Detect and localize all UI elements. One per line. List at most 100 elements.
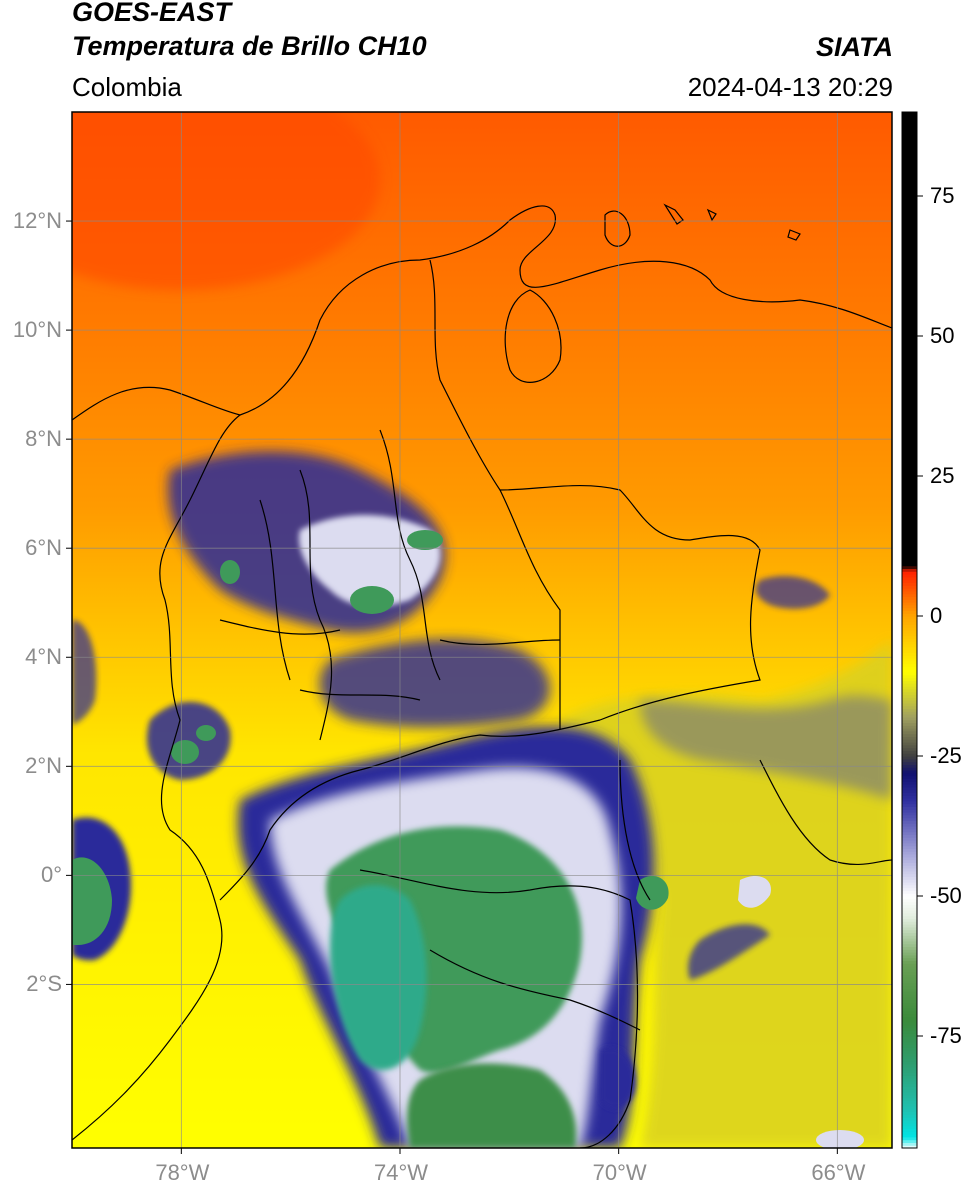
lat-label: 4°N: [25, 644, 62, 670]
colorbar-label: 50: [930, 323, 955, 348]
colorbar-segment: [902, 938, 917, 942]
colorbar-segment: [902, 831, 917, 835]
colorbar-segment: [902, 490, 917, 494]
colorbar-segment: [902, 518, 917, 522]
colorbar-segment: [902, 1024, 917, 1029]
colorbar-segment: [902, 562, 917, 567]
colorbar-segment: [902, 319, 917, 323]
colorbar-segment: [902, 310, 917, 315]
colorbar-segment: [902, 428, 917, 432]
colorbar-segment: [902, 688, 917, 693]
colorbar-segment: [902, 338, 917, 343]
colorbar-segment: [902, 943, 917, 947]
colorbar-segment: [902, 434, 917, 438]
colorbar-segment: [902, 417, 917, 421]
colorbar-segment: [902, 154, 917, 158]
colorbar-segment: [902, 501, 917, 505]
colorbar-segment: [902, 747, 917, 751]
colorbar-segment: [902, 921, 917, 925]
colorbar-segment: [902, 235, 917, 239]
colorbar-segment: [902, 574, 917, 578]
colorbar-segment: [902, 1080, 917, 1085]
colorbar-segment: [902, 641, 917, 645]
colorbar-segment: [902, 187, 917, 191]
colorbar-segment: [902, 1010, 917, 1015]
colorbar-segment: [902, 313, 917, 317]
colorbar-segment: [902, 207, 917, 211]
colorbar-segment: [902, 795, 917, 799]
colorbar-segment: [902, 333, 917, 337]
coldest-core: [330, 885, 427, 1070]
colorbar-segment: [902, 932, 917, 936]
colorbar-segment: [902, 1030, 917, 1034]
colorbar-segment: [902, 590, 917, 595]
colorbar-segment: [902, 954, 917, 959]
colorbar-segment: [902, 966, 917, 970]
colorbar-segment: [902, 646, 917, 651]
colorbar-segment: [902, 817, 917, 821]
colorbar-segment: [902, 1131, 917, 1135]
colorbar-segment: [902, 1094, 917, 1099]
colorbar-segment: [902, 1066, 917, 1071]
colorbar-segment: [902, 582, 917, 586]
colorbar-segment: [902, 176, 917, 180]
colorbar-segment: [902, 529, 917, 533]
colorbar-segment: [902, 1111, 917, 1115]
colorbar-frame: [901, 111, 918, 1149]
colorbar-segment: [902, 347, 917, 351]
colorbar-segment: [902, 305, 917, 309]
colorbar-label: 25: [930, 463, 955, 488]
lat-label: 2°S: [26, 971, 62, 997]
colorbar-segment: [902, 453, 917, 457]
colorbar-segment: [902, 1106, 917, 1110]
lon-label: 66°W: [811, 1160, 866, 1185]
colorbar-segment: [902, 198, 917, 203]
product-title: GOES-EAST: [72, 0, 232, 27]
colorbar-segment: [902, 887, 917, 891]
colorbar-segment: [902, 140, 917, 144]
colorbar-segment: [902, 1117, 917, 1121]
colorbar-segment: [902, 523, 917, 527]
gridlines: [72, 112, 892, 1148]
colorbar-segment: [902, 1120, 917, 1124]
colorbar-segment: [902, 540, 917, 544]
colorbar-segment: [902, 756, 917, 760]
colorbar-segment: [902, 1134, 917, 1138]
colorbar-segment: [902, 170, 917, 175]
colorbar-segment: [902, 837, 917, 841]
colorbar-segment: [902, 868, 917, 872]
colorbar-segment: [902, 775, 917, 779]
colorbar-segment: [902, 604, 917, 609]
colorbar-segment: [902, 380, 917, 385]
colorbar-segment: [902, 898, 917, 903]
colorbar-segment: [902, 596, 917, 600]
colorbar-segment: [902, 999, 917, 1003]
colorbar-segment: [902, 968, 917, 973]
colorbar-segment: [902, 677, 917, 681]
colorbar-segment: [902, 870, 917, 875]
colorbar-segment: [902, 568, 917, 572]
colorbar-segment: [902, 1036, 917, 1040]
channel-title: Temperatura de Brillo CH10: [72, 31, 427, 61]
colorbar-segment: [902, 1136, 917, 1141]
colorbar-segment: [902, 257, 917, 261]
colorbar-segment: [902, 803, 917, 807]
colorbar-segment: [902, 840, 917, 844]
colorbar-segment: [902, 736, 917, 740]
colorbar-segment: [902, 299, 917, 303]
colorbar-segment: [902, 557, 917, 561]
colorbar-segment: [902, 1038, 917, 1043]
colorbar-segment: [902, 548, 917, 553]
colorbar-label: 0: [930, 603, 943, 628]
colorbar-segment: [902, 660, 917, 665]
colorbar-segment: [902, 884, 917, 889]
colorbar-segment: [902, 336, 917, 340]
colorbar-segment: [902, 672, 917, 676]
colorbar-segment: [902, 1061, 917, 1065]
colorbar-segment: [902, 918, 917, 922]
colorbar-segment: [902, 1002, 917, 1006]
colorbar-segment: [902, 963, 917, 967]
colorbar-segment: [902, 663, 917, 667]
colorbar-segment: [902, 711, 917, 715]
lat-label: 12°N: [12, 208, 62, 234]
